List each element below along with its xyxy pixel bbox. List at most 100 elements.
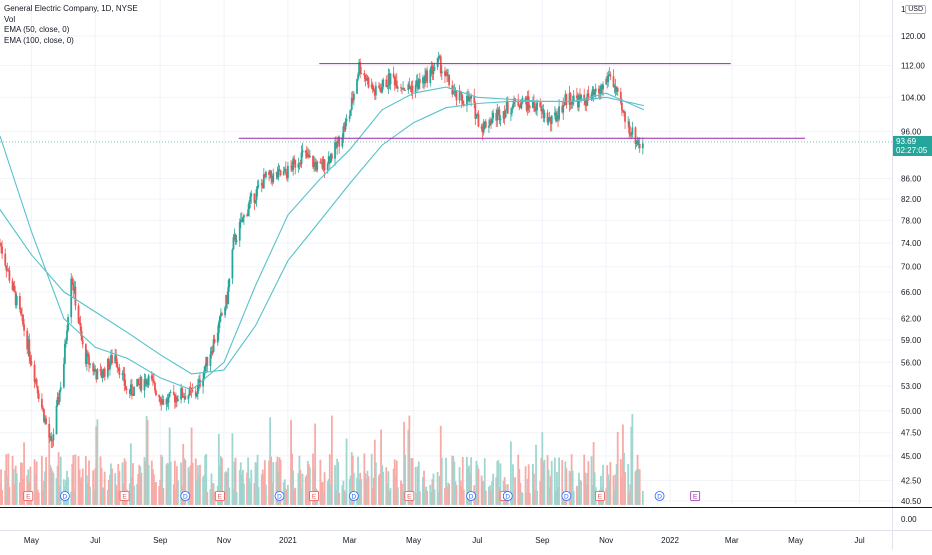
currency-badge[interactable]: USD: [905, 5, 926, 14]
candle-body: [194, 391, 197, 397]
volume-bar: [249, 482, 252, 505]
y-tick-label: 59.00: [901, 336, 922, 345]
volume-bar: [357, 456, 359, 505]
dividend-marker-label: D: [63, 494, 68, 501]
candle-body: [594, 88, 597, 92]
volume-bar: [238, 470, 241, 505]
candle-body: [476, 114, 479, 116]
candle-body: [300, 152, 303, 165]
candle-body: [183, 396, 186, 398]
volume-label[interactable]: Vol: [4, 14, 16, 24]
candle-body: [226, 294, 229, 304]
candle-body: [637, 143, 640, 145]
volume-bar: [528, 492, 531, 505]
candle-body: [294, 160, 297, 168]
candle-body: [299, 163, 302, 165]
volume-bar: [284, 488, 287, 505]
volume-bar: [547, 469, 550, 505]
volume-bar: [636, 454, 639, 505]
candle-body: [440, 71, 443, 74]
volume-bar: [49, 464, 52, 505]
candle-body: [51, 440, 54, 442]
volume-bar: [34, 473, 37, 505]
volume-bar: [480, 475, 483, 505]
candle-body: [568, 93, 571, 105]
volume-bar: [470, 457, 473, 505]
candle-body: [232, 237, 235, 250]
candle-body: [37, 393, 40, 399]
candle-body: [541, 108, 544, 112]
candle-body: [385, 79, 388, 87]
dividend-marker-label: D: [469, 494, 474, 501]
ema100-label[interactable]: EMA (100, close, 0): [4, 35, 74, 45]
candle-body: [132, 394, 134, 396]
volume-bar: [73, 489, 76, 505]
ema50-label[interactable]: EMA (50, close, 0): [4, 25, 70, 34]
candle-body: [381, 86, 384, 93]
symbol-title[interactable]: General Electric Company, 1D, NYSE: [4, 4, 138, 13]
candle-body: [365, 78, 368, 81]
volume-bar: [531, 463, 534, 505]
candle-body: [221, 313, 223, 316]
candle-body: [70, 278, 73, 318]
volume-bar: [261, 469, 264, 505]
candle-body: [21, 314, 23, 315]
volume-bar: [158, 485, 161, 505]
volume-bar: [484, 490, 487, 505]
candle-body: [118, 367, 121, 375]
candle-body: [460, 93, 463, 101]
candle-body: [57, 397, 60, 402]
volume-bar: [198, 476, 200, 505]
candle-body: [158, 395, 161, 398]
volume-bar: [579, 479, 581, 505]
dividend-marker-label: D: [352, 494, 357, 501]
candle-body: [301, 150, 304, 153]
candle-body: [35, 379, 38, 386]
candle-body: [447, 75, 449, 77]
volume-bar: [429, 484, 432, 505]
volume-bar: [291, 453, 293, 505]
volume-bar: [561, 460, 564, 505]
volume-bar: [123, 458, 126, 505]
candle-body: [79, 323, 82, 332]
chart-legend: General Electric Company, 1D, NYSE Vol E…: [4, 4, 138, 46]
candle-body: [351, 97, 354, 101]
candle-body: [162, 399, 165, 405]
candle-body: [4, 253, 7, 266]
candle-body: [228, 278, 231, 288]
volume-bar: [418, 491, 421, 505]
volume-bar: [351, 455, 354, 505]
candle-body: [600, 85, 602, 94]
volume-bar: [417, 461, 420, 505]
candle-body: [520, 103, 523, 109]
volume-bar: [312, 453, 314, 505]
volume-bar: [110, 463, 112, 505]
earnings-marker-label: E: [26, 494, 31, 501]
candle-body: [326, 163, 329, 171]
volume-bar: [520, 491, 523, 505]
bar-countdown: 02:27:05: [896, 145, 928, 155]
candle-body: [22, 314, 24, 325]
candle-body: [433, 67, 436, 71]
candle-body: [467, 95, 469, 102]
volume-bar: [386, 483, 389, 505]
candle-body: [378, 85, 380, 88]
candle-body: [56, 397, 59, 406]
earnings-marker: [595, 491, 605, 501]
candle-body: [34, 379, 37, 382]
y-tick-label: 56.00: [901, 358, 922, 367]
volume-bar: [540, 457, 543, 505]
volume-bar: [94, 468, 97, 505]
volume-bar: [176, 466, 178, 505]
volume-bar: [387, 471, 390, 505]
candle-body: [562, 104, 565, 113]
volume-bar: [423, 470, 425, 505]
volume-bar: [1, 489, 3, 505]
candle-body: [601, 85, 603, 90]
volume-bar: [59, 456, 62, 505]
volume-bar: [277, 471, 280, 505]
candle-body: [94, 368, 97, 372]
candle-body: [151, 379, 154, 381]
